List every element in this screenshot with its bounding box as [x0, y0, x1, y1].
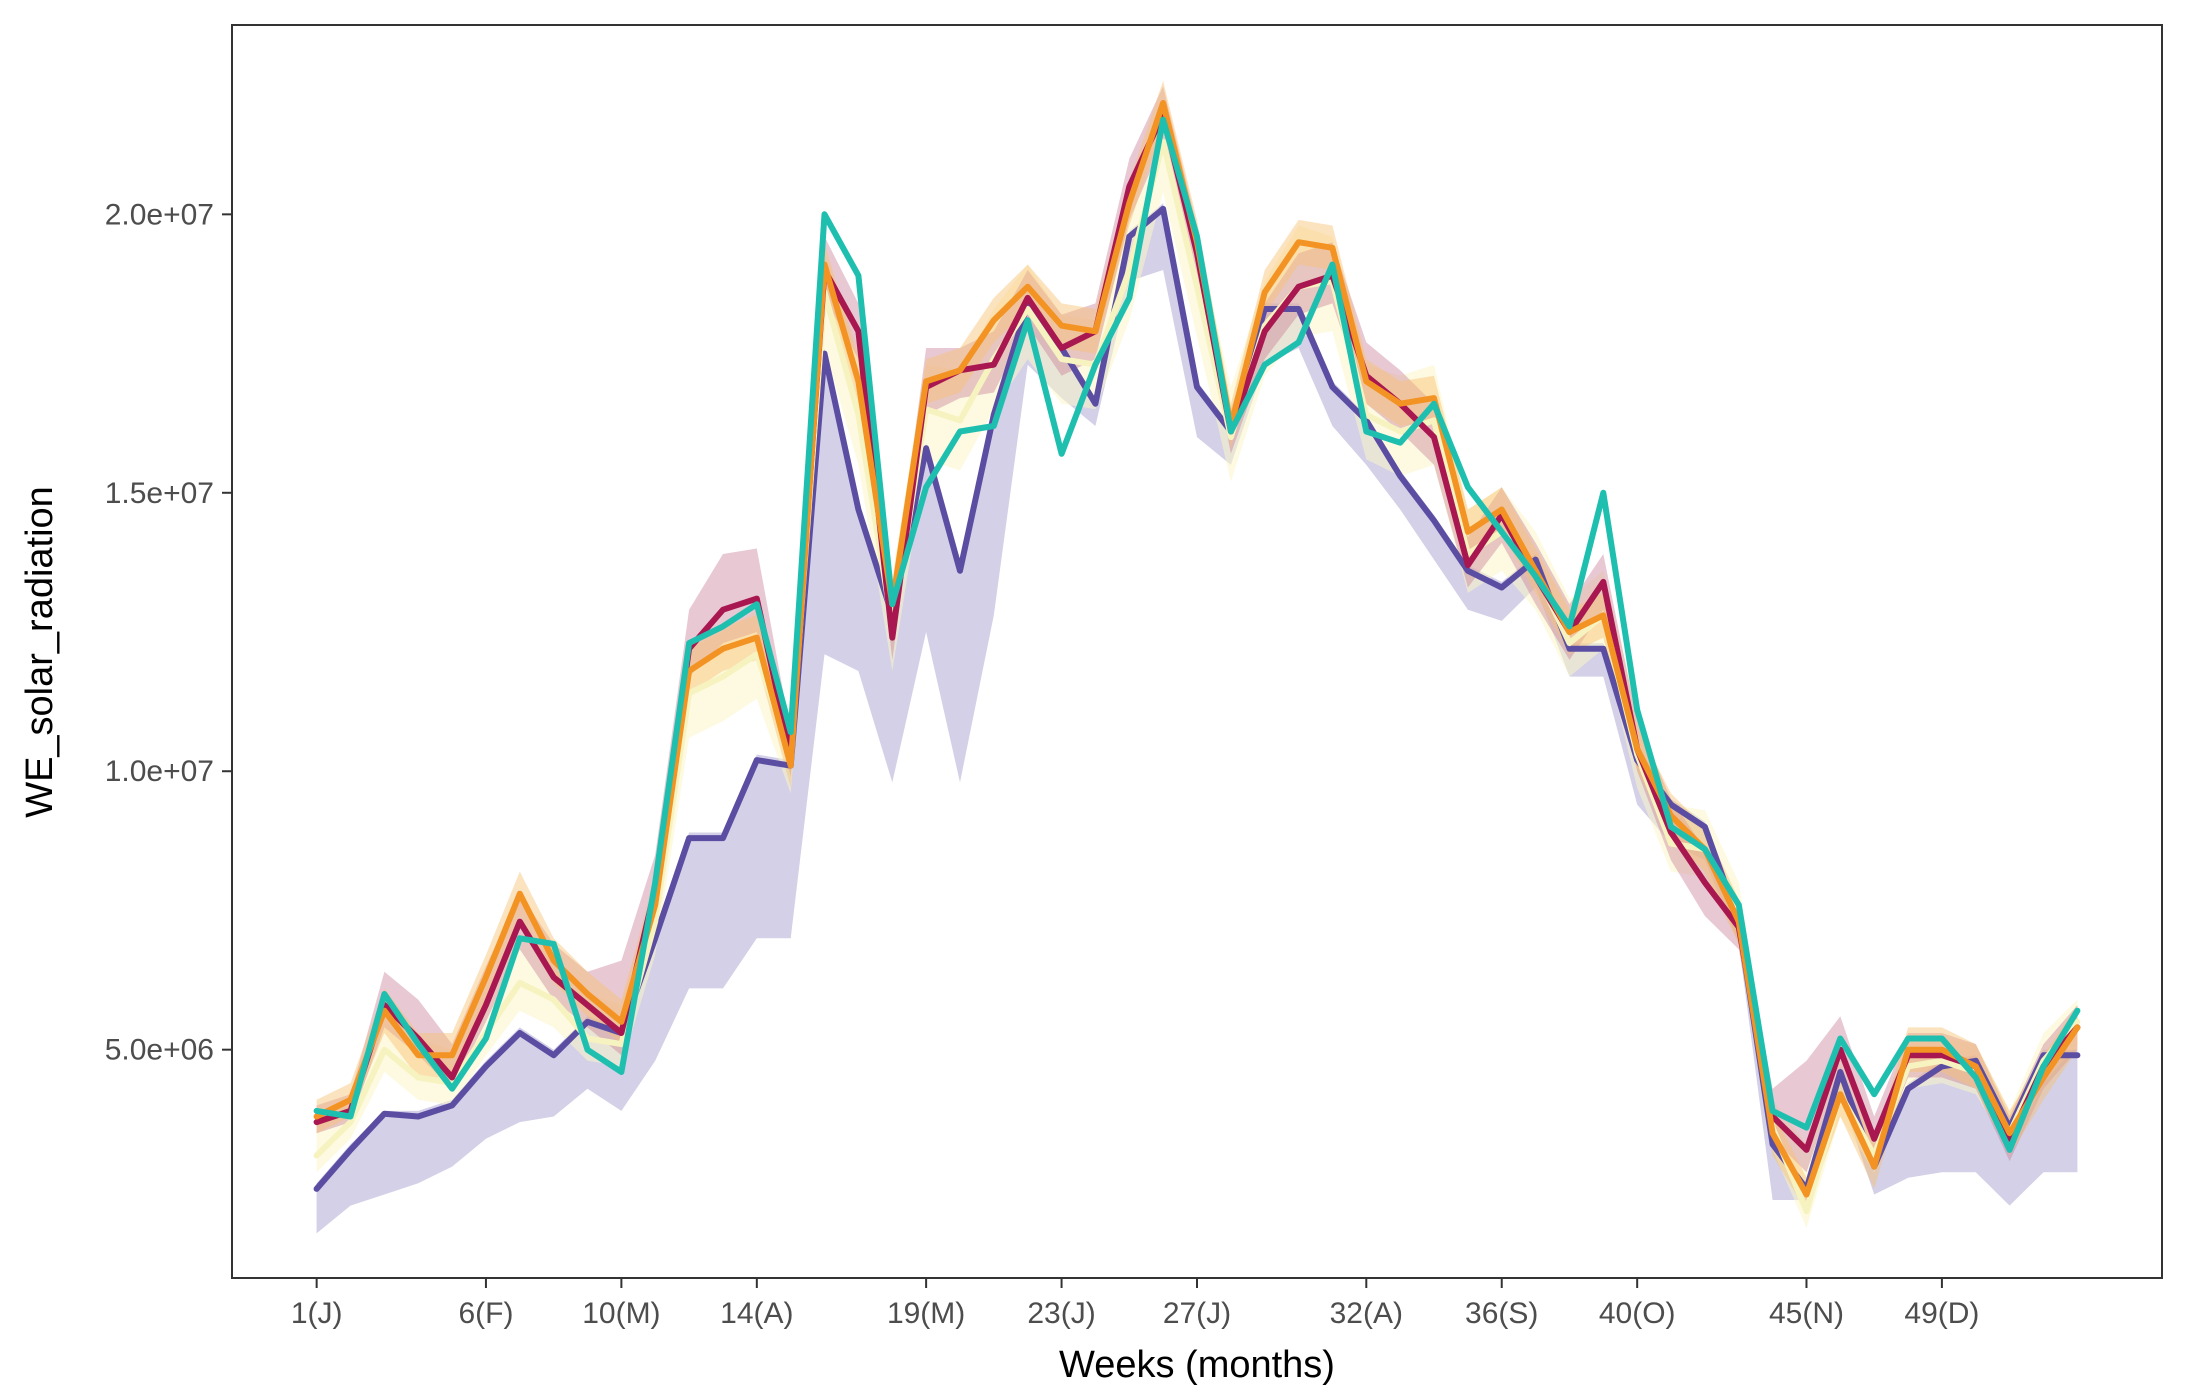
x-axis: 1(J) 6(F) 10(M) 14(A) 19(M) 23(J) 27(J) 32(A) 36…: [291, 1278, 1979, 1330]
x-tick-label: 1(J): [291, 1297, 343, 1330]
x-tick-label: 6(F): [458, 1297, 513, 1330]
series-1-band: [316, 203, 2078, 1234]
x-tick-label: 45(N): [1769, 1297, 1844, 1330]
x-tick-label: 14(A): [720, 1297, 793, 1330]
x-axis-title: Weeks (months): [1059, 1344, 1335, 1386]
x-tick-label: 32(A): [1330, 1297, 1403, 1330]
x-tick-label: 36(S): [1465, 1297, 1538, 1330]
y-tick-label: 1.5e+07: [105, 477, 214, 510]
series-5-line: [313, 116, 2081, 1153]
series-2-band: [316, 103, 2078, 1228]
x-tick-label: 49(D): [1904, 1297, 1979, 1330]
y-tick-label: 2.0e+07: [105, 198, 214, 231]
series-lines: [313, 100, 2081, 1215]
y-axis-title: WE_solar_radiation: [19, 486, 61, 818]
x-tick-label: 23(J): [1027, 1297, 1095, 1330]
x-tick-label: 40(O): [1599, 1297, 1676, 1330]
x-tick-label: 10(M): [582, 1297, 660, 1330]
y-tick-label: 5.0e+06: [105, 1034, 214, 1067]
y-axis: 5.0e+06 1.0e+07 1.5e+07 2.0e+07: [105, 198, 232, 1067]
x-tick-label: 27(J): [1163, 1297, 1231, 1330]
y-tick-label: 1.0e+07: [105, 755, 214, 788]
x-tick-label: 19(M): [887, 1297, 965, 1330]
